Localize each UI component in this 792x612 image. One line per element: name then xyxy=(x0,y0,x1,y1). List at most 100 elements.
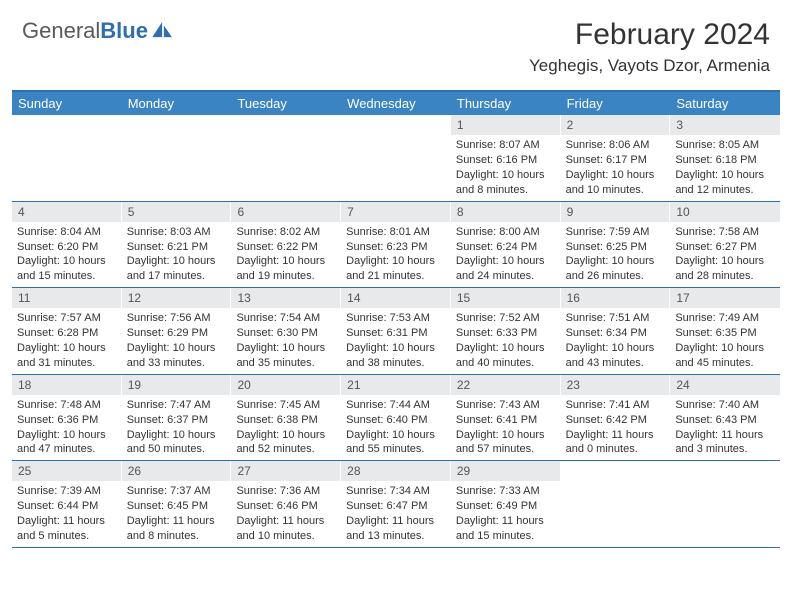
day-number xyxy=(561,461,671,481)
day-cell: 8Sunrise: 8:00 AMSunset: 6:24 PMDaylight… xyxy=(451,202,561,288)
daylight-text: Daylight: 10 hours and 8 minutes. xyxy=(456,168,556,198)
day-content: Sunrise: 7:34 AMSunset: 6:47 PMDaylight:… xyxy=(341,481,451,546)
day-header-row: Sunday Monday Tuesday Wednesday Thursday… xyxy=(12,92,780,115)
day-cell xyxy=(561,461,671,547)
sunset-text: Sunset: 6:35 PM xyxy=(675,326,775,341)
day-number: 20 xyxy=(231,375,341,395)
daylight-text: Daylight: 10 hours and 31 minutes. xyxy=(17,341,117,371)
daylight-text: Daylight: 10 hours and 15 minutes. xyxy=(17,254,117,284)
sunrise-text: Sunrise: 7:36 AM xyxy=(236,484,336,499)
week-row: 4Sunrise: 8:04 AMSunset: 6:20 PMDaylight… xyxy=(12,202,780,289)
title-block: February 2024 Yeghegis, Vayots Dzor, Arm… xyxy=(529,18,770,76)
day-content: Sunrise: 7:44 AMSunset: 6:40 PMDaylight:… xyxy=(341,395,451,460)
sunset-text: Sunset: 6:46 PM xyxy=(236,499,336,514)
day-cell: 2Sunrise: 8:06 AMSunset: 6:17 PMDaylight… xyxy=(561,115,671,201)
sunrise-text: Sunrise: 8:07 AM xyxy=(456,138,556,153)
day-number: 15 xyxy=(451,288,561,308)
sunset-text: Sunset: 6:31 PM xyxy=(346,326,446,341)
day-number: 29 xyxy=(451,461,561,481)
day-content: Sunrise: 7:58 AMSunset: 6:27 PMDaylight:… xyxy=(670,222,780,287)
header: GeneralBlue February 2024 Yeghegis, Vayo… xyxy=(0,0,792,84)
day-content: Sunrise: 7:53 AMSunset: 6:31 PMDaylight:… xyxy=(341,308,451,373)
daylight-text: Daylight: 10 hours and 12 minutes. xyxy=(675,168,775,198)
day-header: Wednesday xyxy=(341,92,451,115)
daylight-text: Daylight: 10 hours and 24 minutes. xyxy=(456,254,556,284)
sunrise-text: Sunrise: 7:56 AM xyxy=(127,311,227,326)
day-header: Friday xyxy=(561,92,671,115)
day-number: 19 xyxy=(122,375,232,395)
sunset-text: Sunset: 6:49 PM xyxy=(456,499,556,514)
day-cell: 5Sunrise: 8:03 AMSunset: 6:21 PMDaylight… xyxy=(122,202,232,288)
day-cell xyxy=(231,115,341,201)
sunrise-text: Sunrise: 7:51 AM xyxy=(566,311,666,326)
sunset-text: Sunset: 6:16 PM xyxy=(456,153,556,168)
day-content: Sunrise: 8:05 AMSunset: 6:18 PMDaylight:… xyxy=(670,135,780,200)
daylight-text: Daylight: 11 hours and 8 minutes. xyxy=(127,514,227,544)
sunrise-text: Sunrise: 7:40 AM xyxy=(675,398,775,413)
day-cell xyxy=(12,115,122,201)
day-content: Sunrise: 7:39 AMSunset: 6:44 PMDaylight:… xyxy=(12,481,122,546)
day-number: 7 xyxy=(341,202,451,222)
day-content: Sunrise: 7:56 AMSunset: 6:29 PMDaylight:… xyxy=(122,308,232,373)
daylight-text: Daylight: 11 hours and 13 minutes. xyxy=(346,514,446,544)
day-content: Sunrise: 7:51 AMSunset: 6:34 PMDaylight:… xyxy=(561,308,671,373)
day-number: 12 xyxy=(122,288,232,308)
calendar: Sunday Monday Tuesday Wednesday Thursday… xyxy=(12,90,780,548)
day-cell: 15Sunrise: 7:52 AMSunset: 6:33 PMDayligh… xyxy=(451,288,561,374)
day-content: Sunrise: 7:48 AMSunset: 6:36 PMDaylight:… xyxy=(12,395,122,460)
day-cell: 19Sunrise: 7:47 AMSunset: 6:37 PMDayligh… xyxy=(122,375,232,461)
sunset-text: Sunset: 6:45 PM xyxy=(127,499,227,514)
week-row: 18Sunrise: 7:48 AMSunset: 6:36 PMDayligh… xyxy=(12,375,780,462)
sunrise-text: Sunrise: 7:47 AM xyxy=(127,398,227,413)
logo-text: GeneralBlue xyxy=(22,18,148,44)
day-cell: 26Sunrise: 7:37 AMSunset: 6:45 PMDayligh… xyxy=(122,461,232,547)
location: Yeghegis, Vayots Dzor, Armenia xyxy=(529,56,770,76)
day-content: Sunrise: 7:57 AMSunset: 6:28 PMDaylight:… xyxy=(12,308,122,373)
day-header: Tuesday xyxy=(231,92,341,115)
day-cell: 25Sunrise: 7:39 AMSunset: 6:44 PMDayligh… xyxy=(12,461,122,547)
daylight-text: Daylight: 10 hours and 21 minutes. xyxy=(346,254,446,284)
sunrise-text: Sunrise: 7:54 AM xyxy=(236,311,336,326)
day-content: Sunrise: 7:40 AMSunset: 6:43 PMDaylight:… xyxy=(670,395,780,460)
day-number: 10 xyxy=(670,202,780,222)
sunrise-text: Sunrise: 7:57 AM xyxy=(17,311,117,326)
sunrise-text: Sunrise: 7:41 AM xyxy=(566,398,666,413)
sunrise-text: Sunrise: 7:45 AM xyxy=(236,398,336,413)
daylight-text: Daylight: 10 hours and 33 minutes. xyxy=(127,341,227,371)
daylight-text: Daylight: 10 hours and 17 minutes. xyxy=(127,254,227,284)
daylight-text: Daylight: 10 hours and 52 minutes. xyxy=(236,428,336,458)
day-cell: 14Sunrise: 7:53 AMSunset: 6:31 PMDayligh… xyxy=(341,288,451,374)
day-cell: 1 Sunrise: 8:07 AMSunset: 6:16 PMDaylight… xyxy=(451,115,561,201)
logo-part1: General xyxy=(22,18,100,43)
sunset-text: Sunset: 6:36 PM xyxy=(17,413,117,428)
day-content: Sunrise: 7:37 AMSunset: 6:45 PMDaylight:… xyxy=(122,481,232,546)
day-content: Sunrise: 7:43 AMSunset: 6:41 PMDaylight:… xyxy=(451,395,561,460)
sunset-text: Sunset: 6:28 PM xyxy=(17,326,117,341)
day-content: Sunrise: 8:00 AMSunset: 6:24 PMDaylight:… xyxy=(451,222,561,287)
sunset-text: Sunset: 6:37 PM xyxy=(127,413,227,428)
sunset-text: Sunset: 6:18 PM xyxy=(675,153,775,168)
sunrise-text: Sunrise: 7:53 AM xyxy=(346,311,446,326)
sunrise-text: Sunrise: 7:34 AM xyxy=(346,484,446,499)
daylight-text: Daylight: 10 hours and 47 minutes. xyxy=(17,428,117,458)
day-content: Sunrise: 8:04 AMSunset: 6:20 PMDaylight:… xyxy=(12,222,122,287)
day-cell: 20Sunrise: 7:45 AMSunset: 6:38 PMDayligh… xyxy=(231,375,341,461)
day-number: 11 xyxy=(12,288,122,308)
day-number: 1 xyxy=(451,115,561,135)
day-cell: 12Sunrise: 7:56 AMSunset: 6:29 PMDayligh… xyxy=(122,288,232,374)
month-title: February 2024 xyxy=(529,18,770,52)
daylight-text: Daylight: 10 hours and 55 minutes. xyxy=(346,428,446,458)
day-content: Sunrise: 8:03 AMSunset: 6:21 PMDaylight:… xyxy=(122,222,232,287)
day-cell: 18Sunrise: 7:48 AMSunset: 6:36 PMDayligh… xyxy=(12,375,122,461)
day-number: 18 xyxy=(12,375,122,395)
day-cell: 16Sunrise: 7:51 AMSunset: 6:34 PMDayligh… xyxy=(561,288,671,374)
day-content: Sunrise: 8:02 AMSunset: 6:22 PMDaylight:… xyxy=(231,222,341,287)
day-cell: 28Sunrise: 7:34 AMSunset: 6:47 PMDayligh… xyxy=(341,461,451,547)
day-cell: 21Sunrise: 7:44 AMSunset: 6:40 PMDayligh… xyxy=(341,375,451,461)
week-row: 1Sunrise: 8:07 AMSunset: 6:16 PMDaylight… xyxy=(12,115,780,202)
day-number: 5 xyxy=(122,202,232,222)
day-cell: 6Sunrise: 8:02 AMSunset: 6:22 PMDaylight… xyxy=(231,202,341,288)
day-content: Sunrise: 7:45 AMSunset: 6:38 PMDaylight:… xyxy=(231,395,341,460)
day-number xyxy=(670,461,780,481)
daylight-text: Daylight: 10 hours and 28 minutes. xyxy=(675,254,775,284)
